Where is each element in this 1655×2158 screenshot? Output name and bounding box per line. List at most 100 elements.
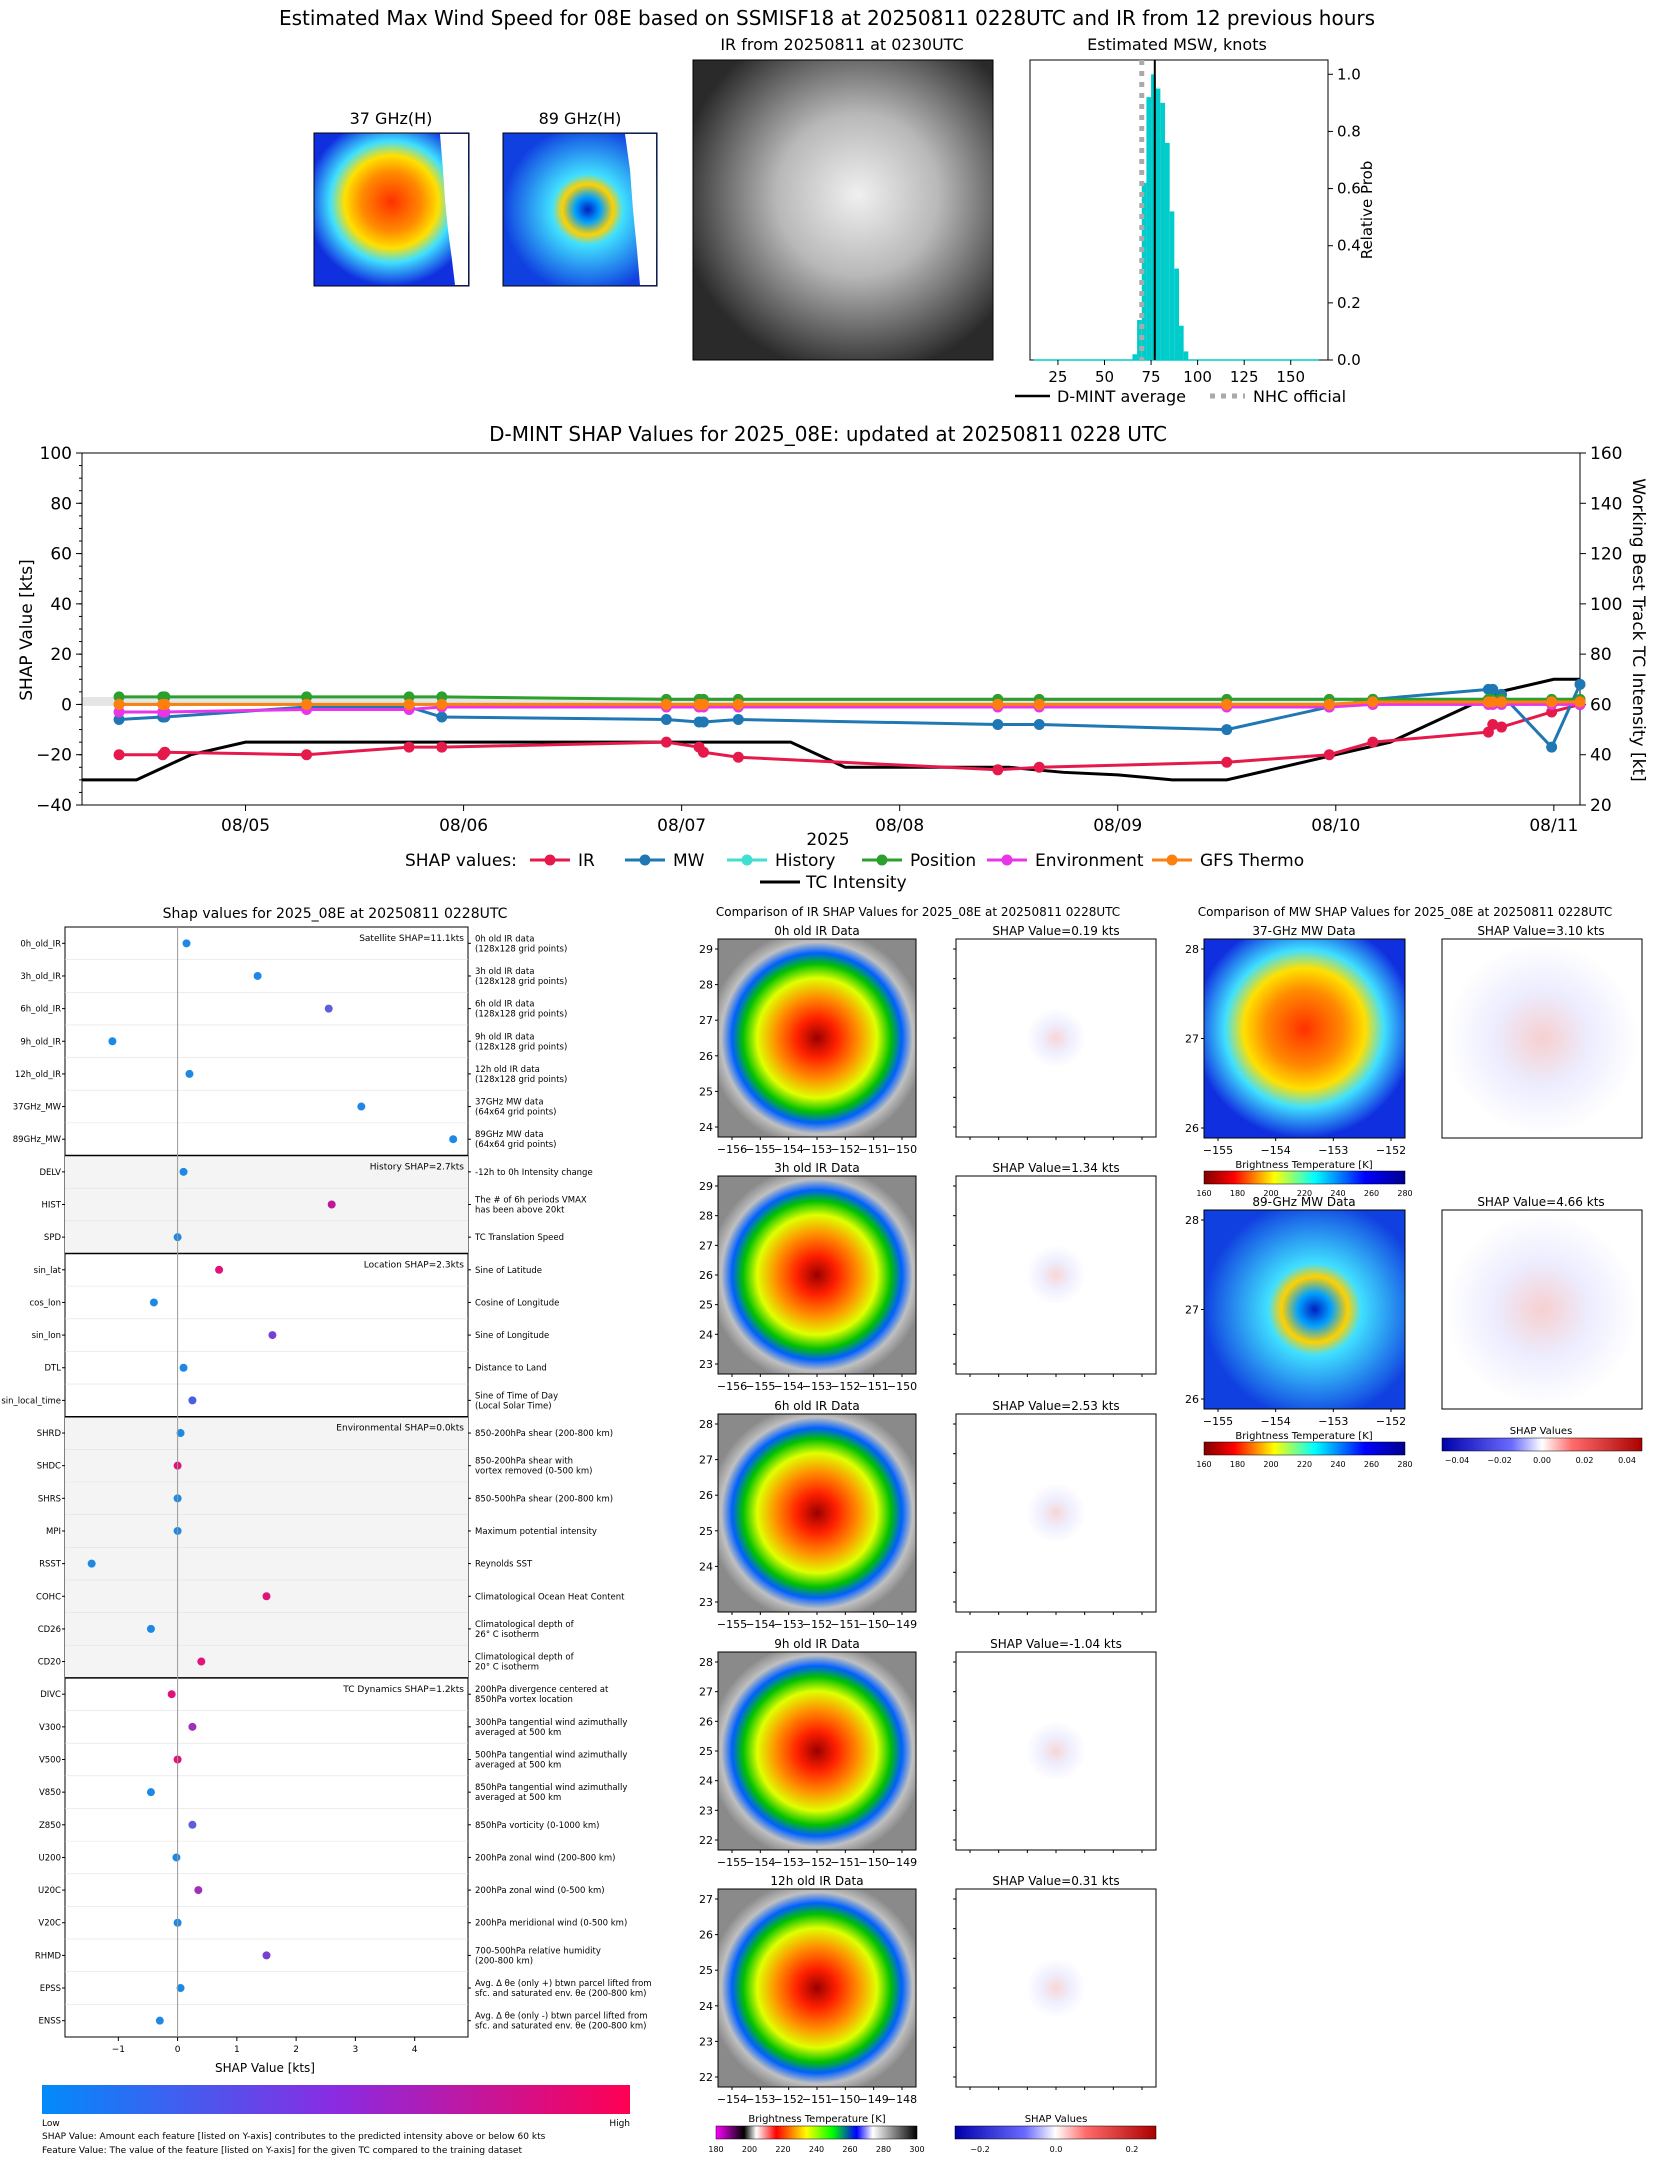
irc-shap-signal — [1026, 1008, 1086, 1068]
img-ytick-label: 29 — [699, 1180, 713, 1193]
mwc-shap-colorbar — [1441, 1437, 1643, 1452]
img-ytick-label: 25 — [699, 1085, 713, 1098]
irc-ir-image — [717, 1175, 917, 1375]
img-xtick-label: −151 — [830, 1856, 860, 1869]
legend-label-gfs-thermo: GFS Thermo — [1200, 851, 1304, 871]
img-ytick-label: 24 — [699, 2000, 713, 2013]
sf-feature-desc: 26° C isotherm — [475, 1630, 539, 1640]
series-point-ir — [992, 764, 1004, 776]
sf-feature-desc: TC Translation Speed — [474, 1233, 564, 1243]
sf-point-divc — [167, 1690, 176, 1699]
hist-ytick-label: 0.8 — [1337, 122, 1361, 140]
irc-shap-title: SHAP Value=0.19 kts — [992, 924, 1119, 938]
legend-marker-environment — [1001, 854, 1013, 866]
irc-shap-label: SHAP Values — [1025, 2114, 1088, 2125]
hist-xtick-label: 25 — [1048, 368, 1067, 386]
sf-point-3h_old_ir — [253, 971, 262, 980]
ts-ytick-label: 60 — [50, 545, 72, 565]
hist-bar — [1160, 102, 1166, 360]
sf-xtick-label: 4 — [412, 2045, 418, 2055]
img-ytick-label: 22 — [699, 1834, 713, 1847]
img-ytick-label: 26 — [699, 1050, 713, 1063]
img-xtick-label: −150 — [859, 1856, 889, 1869]
sf-feature-desc: (64x64 grid points) — [475, 1108, 556, 1118]
img-xtick-label: −152 — [774, 2093, 804, 2106]
img-ytick-label: 27 — [699, 1014, 713, 1027]
img-ytick-label: 23 — [699, 1804, 713, 1817]
legend-prefix: SHAP values: — [405, 851, 517, 871]
img-xtick-label: −155 — [717, 1618, 747, 1631]
ir-image — [692, 59, 994, 361]
hist-ytick-label: 0.0 — [1337, 351, 1361, 369]
hist-bar — [1183, 351, 1189, 360]
sf-feature-name: 12h_old_IR — [15, 1070, 61, 1080]
series-point-gfs-thermo — [436, 698, 448, 710]
ts-y2tick-label: 80 — [1590, 645, 1612, 665]
img-ytick-label: 26 — [699, 1489, 713, 1502]
ts-xtick-label: 08/05 — [221, 816, 270, 836]
img-ytick-label: 27 — [699, 1454, 713, 1467]
ts-xtick-label: 08/11 — [1529, 816, 1578, 836]
sf-point-sin_lon — [268, 1331, 277, 1340]
img-ytick-label: 28 — [699, 1210, 713, 1223]
img-xtick-label: −154 — [717, 2093, 747, 2106]
irc-bt-colorbar — [715, 2125, 918, 2140]
hist-bar — [1169, 211, 1175, 360]
hist-bar — [1146, 97, 1152, 361]
sf-point-hist — [327, 1200, 336, 1209]
img-xtick-label: −156 — [717, 1143, 747, 1156]
img-ytick-label: 28 — [1185, 943, 1199, 956]
ts-xtick-label: 08/09 — [1093, 816, 1142, 836]
sf-feature-name: 0h_old_IR — [20, 939, 61, 949]
ts-zero-band — [82, 697, 1580, 706]
sf-feature-name: CD20 — [38, 1658, 61, 1668]
legend-label-tc-intensity: TC Intensity — [805, 873, 907, 893]
img-ytick-label: 26 — [699, 1715, 713, 1728]
irc-ir-image — [717, 938, 917, 1138]
series-point-gfs-thermo — [1487, 696, 1499, 708]
sf-point-epss — [176, 1984, 185, 1993]
img-ytick-label: 26 — [1185, 1393, 1199, 1406]
sf-feature-name: HIST — [42, 1201, 62, 1211]
sf-point-shrd — [176, 1429, 185, 1438]
img-ytick-label: 24 — [699, 1328, 713, 1341]
irc-shap-title: SHAP Value=2.53 kts — [992, 1399, 1119, 1413]
sf-feature-desc: 850-500hPa shear (200-800 km) — [475, 1494, 613, 1504]
mwc-bt-colorbar — [1203, 1441, 1406, 1456]
irc-row: 9h old IR Data 28 27 26 25 24 23 22 −155−154−153… — [699, 1637, 1157, 1869]
sf-xtick-label: 1 — [234, 2045, 240, 2055]
sf-feature-name: ENSS — [38, 2017, 61, 2027]
mwc-shap-signal — [1446, 943, 1638, 1134]
sf-feature-desc: averaged at 500 km — [475, 1761, 561, 1771]
sf-feature-name: DELV — [39, 1168, 61, 1178]
colorbar-tick-label: 220 — [775, 2145, 790, 2154]
hist-bar — [1165, 142, 1170, 360]
img-ytick-label: 28 — [699, 979, 713, 992]
colorbar-tick-label: 220 — [1297, 1460, 1312, 1469]
img-ytick-label: 23 — [699, 1596, 713, 1609]
sf-feature-desc: Climatological depth of — [475, 1653, 575, 1663]
img-ytick-label: 24 — [699, 1775, 713, 1788]
img-xtick-label: −151 — [802, 2093, 832, 2106]
img-ytick-label: 28 — [699, 1656, 713, 1669]
img-xtick-label: −153 — [802, 1143, 832, 1156]
img-ytick-label: 27 — [699, 1893, 713, 1906]
series-point-ir — [732, 751, 744, 763]
series-point-mw — [1574, 678, 1586, 690]
series-point-ir — [159, 746, 171, 758]
img-ytick-label: 27 — [1185, 1304, 1199, 1317]
sf-group-label: Environmental SHAP=0.0kts — [336, 1424, 464, 1434]
colorbar-tick-label: −0.2 — [970, 2145, 989, 2154]
irc-shap-title: SHAP Value=-1.04 kts — [990, 1637, 1122, 1651]
sf-feature-desc: Maximum potential intensity — [475, 1527, 597, 1537]
sf-feature-desc: 500hPa tangential wind azimuthally — [475, 1751, 627, 1761]
sf-feature-desc: 200hPa zonal wind (0-500 km) — [475, 1886, 605, 1896]
sf-feature-name: V850 — [39, 1788, 61, 1798]
mwc-bt-colorbar — [1203, 1170, 1406, 1185]
ts-xtick-label: 08/10 — [1311, 816, 1360, 836]
series-point-ir — [1221, 756, 1233, 768]
sf-feature-desc: 700-500hPa relative humidity — [475, 1946, 601, 1956]
series-point-position — [436, 691, 448, 703]
hist-bar — [1151, 74, 1156, 361]
